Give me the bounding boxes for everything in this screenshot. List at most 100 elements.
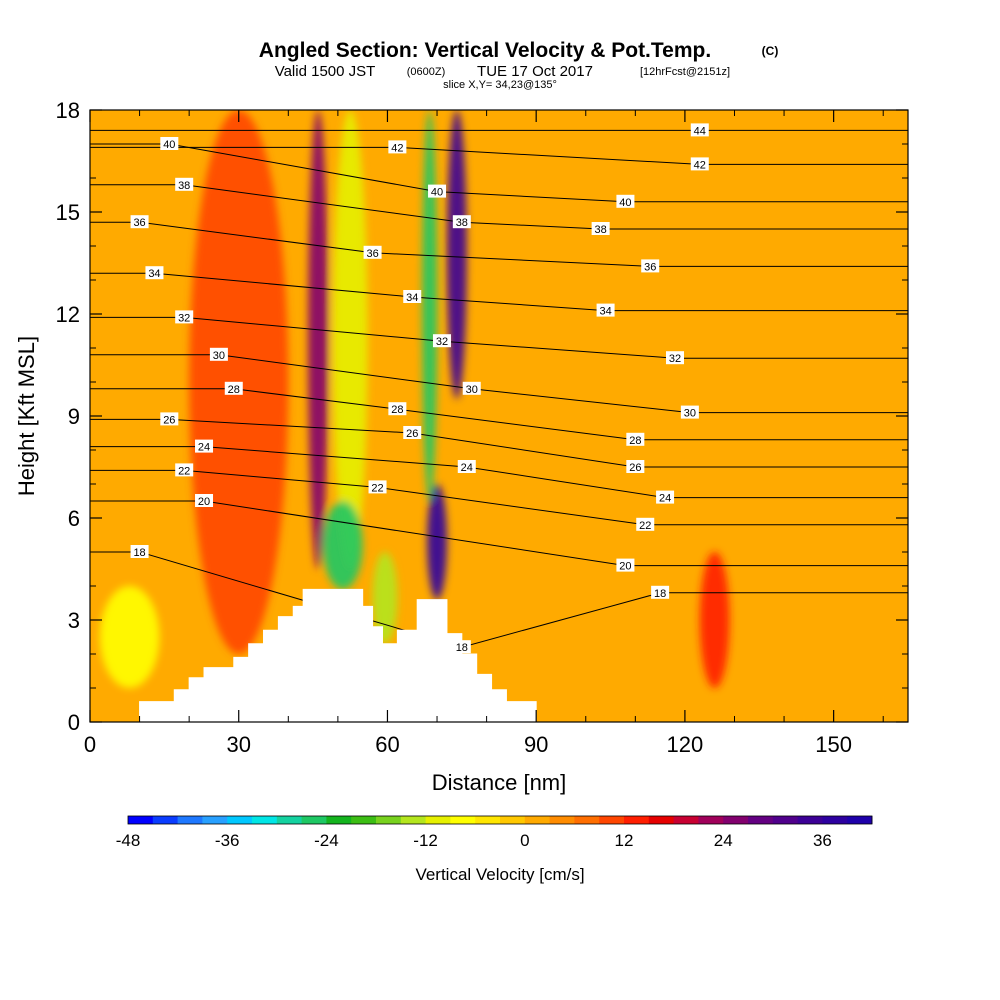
contour-label-bg (175, 463, 194, 477)
contour-label-bg (641, 259, 660, 273)
velocity-feature-downdraft (422, 110, 438, 501)
colorbar-swatch (326, 816, 352, 824)
colorbar-swatch (152, 816, 178, 824)
colorbar-swatch (574, 816, 600, 824)
contour-label-bg (224, 381, 243, 395)
colorbar-tick-label: 12 (615, 831, 634, 850)
contour-label-bg (656, 490, 675, 504)
contour-label-bg (636, 517, 655, 531)
contour-label-bg (403, 426, 422, 439)
contour-label-bg (130, 545, 149, 558)
contour-label-bg (160, 412, 179, 426)
colorbar: -48 -36 -24 -12 0 12 24 36 (116, 815, 873, 850)
colorbar-swatch (723, 816, 749, 824)
contour-label-bg (428, 184, 447, 198)
contour-label-bg (462, 381, 481, 395)
contour-label-bg (616, 558, 635, 572)
contour-label-bg (160, 137, 179, 150)
contour-labels: 44 42 42 40 40 40 38 38 38 36 36 36 34 34 34 32 32 32 30 30… (130, 123, 709, 654)
colorbar-tick-label: 24 (714, 831, 733, 850)
velocity-feature-downdraft (332, 110, 368, 569)
colorbar-tick-label: -12 (413, 831, 438, 850)
contour-label-bg (680, 405, 699, 419)
colorbar-swatch (698, 816, 724, 824)
x-tick-label: 30 (226, 732, 250, 757)
contour-label-bg (403, 290, 422, 303)
colorbar-swatch (599, 816, 625, 824)
contour-label: 22 (178, 465, 190, 477)
y-axis-title: Height [Kft MSL] (14, 336, 39, 496)
contour-label: 18 (654, 588, 666, 600)
forecast-tag: [12hrFcst@2151z] (640, 66, 730, 78)
y-tick-label: 12 (56, 302, 80, 327)
y-tick-label: 3 (68, 608, 80, 633)
contour-label: 42 (391, 142, 403, 154)
contour-label-bg (591, 222, 610, 235)
contour-label: 26 (406, 428, 418, 440)
contour-label: 24 (461, 462, 473, 474)
valid-prefix: Valid 1500 JST (275, 63, 376, 80)
contour-label: 36 (366, 248, 378, 260)
contour-label-bg (195, 494, 214, 507)
y-tick-label: 9 (68, 404, 80, 429)
contour-label-bg (626, 460, 645, 473)
velocity-feature-downdraft (372, 552, 398, 644)
contour-label: 26 (629, 462, 641, 474)
colorbar-swatch (648, 816, 674, 824)
contour-label-bg (195, 439, 214, 453)
contour-label: 40 (431, 187, 443, 199)
contour-label-bg (616, 194, 635, 208)
contour-label: 42 (694, 159, 706, 171)
contour-label: 20 (619, 561, 631, 573)
contour-label: 36 (133, 217, 145, 229)
contour-label-bg (175, 310, 194, 324)
contour-label-bg (175, 177, 194, 191)
velocity-field (90, 110, 908, 722)
colorbar-swatch (276, 816, 302, 824)
contour-label-bg (665, 351, 684, 365)
contour-label: 34 (599, 306, 611, 318)
colorbar-frame (127, 815, 873, 825)
contour-label: 44 (694, 125, 706, 137)
contour-label: 30 (213, 350, 225, 362)
x-tick-label: 60 (375, 732, 399, 757)
contour-label: 32 (669, 353, 681, 365)
contour-label: 24 (198, 442, 210, 454)
colorbar-tick-label: 0 (520, 831, 529, 850)
contour-label: 38 (595, 224, 607, 236)
colorbar-swatch (128, 816, 154, 824)
colorbar-swatch (252, 816, 278, 824)
contour-label: 38 (178, 180, 190, 192)
isotherm-20 (90, 500, 908, 567)
colorbar-tick-label: -24 (314, 831, 339, 850)
contour-label: 28 (629, 435, 641, 447)
colorbar-swatch (376, 816, 402, 824)
contour-label: 38 (456, 217, 468, 229)
colorbar-swatch (673, 816, 699, 824)
valid-date: TUE 17 Oct 2017 (477, 63, 593, 80)
contour-label-bg (457, 460, 476, 473)
x-axis-title: Distance [nm] (432, 770, 567, 795)
colorbar-swatch (549, 816, 575, 824)
velocity-feature-updraft (427, 484, 447, 600)
y-tick-label: 18 (56, 98, 80, 123)
colorbar-swatch (351, 816, 377, 824)
contour-label: 28 (391, 404, 403, 416)
contour-label-bg (130, 215, 149, 229)
contour-label: 30 (466, 384, 478, 396)
contour-label: 40 (619, 197, 631, 209)
colorbar-swatch (524, 816, 550, 824)
contour-label-bg (690, 123, 709, 137)
isotherm-42 (90, 146, 908, 165)
colorbar-tick-label: -48 (116, 831, 141, 850)
y-tick-label: 6 (68, 506, 80, 531)
x-tick-label: 150 (815, 732, 852, 757)
velocity-feature-downdraft (99, 586, 160, 688)
contour-label: 40 (163, 139, 175, 151)
colorbar-swatch (500, 816, 526, 824)
contour-label: 36 (644, 261, 656, 273)
colorbar-swatch (624, 816, 650, 824)
contour-label: 22 (371, 482, 383, 494)
contour-label: 32 (436, 336, 448, 348)
contour-label-bg (626, 432, 645, 446)
